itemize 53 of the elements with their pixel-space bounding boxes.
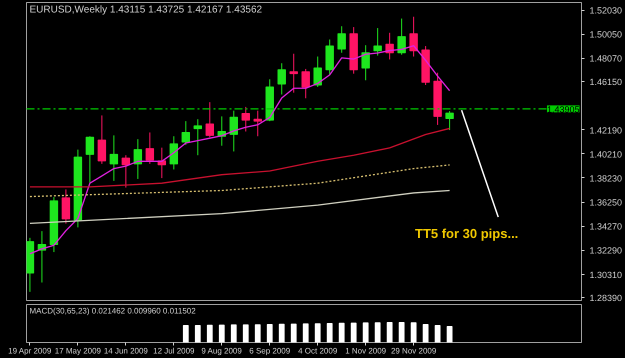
candlestick [325,38,334,76]
chart-title: MACD(30,65,23) 0.021462 0.009960 0.011502 [30,306,196,316]
line-series [29,190,450,224]
x-tick-label: 4 Oct 2009 [298,346,338,356]
x-tick-label: 14 Jun 2009 [104,346,148,356]
chart-title: EURUSD,Weekly 1.43115 1.43725 1.42167 1.43562 [30,4,263,16]
candlestick [194,118,202,156]
candlestick [397,18,406,56]
candlestick [206,102,214,138]
candlestick [134,138,142,180]
candlestick [122,154,130,188]
candlestick [242,106,250,132]
candlestick [110,134,118,182]
y-tick-label: 1.30310 [590,270,622,280]
candlestick [230,110,238,152]
candlestick [409,16,418,58]
candlestick [254,110,262,137]
candlestick [278,62,286,95]
candlestick [182,120,190,146]
y-tick-label: 1.48070 [590,54,622,64]
x-tick-label: 12 Jul 2009 [153,346,196,356]
x-tick-label: 19 Apr 2009 [8,346,52,356]
candlestick [373,28,382,56]
candlestick [170,136,178,170]
candlestick [98,114,106,164]
annotation: TT5 for 30 pips... [415,226,518,241]
candlestick [301,68,310,99]
line-series [29,128,450,188]
x-tick-label: 1 Nov 2009 [345,346,387,356]
y-tick-label: 1.40210 [590,149,622,160]
x-tick-label: 9 Aug 2009 [201,346,242,356]
candlestick [337,26,346,54]
line-series [29,164,450,198]
y-tick-label: 1.42190 [590,125,622,136]
y-tick-label: 1.28390 [590,293,622,304]
ref-line-label: 1.43905 [546,104,580,114]
candlestick [62,188,70,224]
y-tick-label: 1.50050 [590,30,622,40]
y-tick-label: 1.36250 [590,198,622,208]
candlestick [86,136,94,184]
y-tick-label: 1.38230 [590,173,622,184]
y-tick-label: 1.32290 [590,246,622,256]
x-tick-label: 6 Sep 2009 [249,346,291,356]
candlestick [313,56,322,88]
y-tick-label: 1.52030 [590,6,622,16]
candlestick [361,44,370,81]
x-tick-label: 29 Nov 2009 [390,346,437,356]
candlestick [290,53,298,94]
candlestick [445,110,454,131]
y-tick-label: 1.46150 [590,77,622,88]
x-tick-label: 17 May 2009 [54,346,102,356]
y-tick-label: 1.34270 [590,222,622,232]
candlestick [146,132,154,164]
